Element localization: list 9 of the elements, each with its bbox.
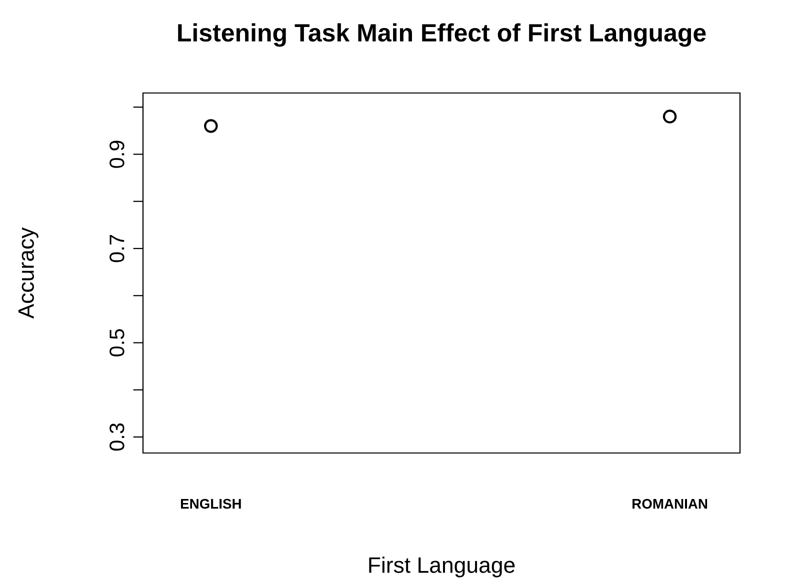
y-tick-label: 0.3 (110, 423, 124, 451)
y-tick-label: 0.9 (110, 140, 124, 168)
x-tick-label: ENGLISH (180, 498, 241, 509)
x-axis-title: First Language (369, 556, 515, 578)
chart-title: Listening Task Main Effect of First Language (178, 23, 706, 47)
y-axis-title: Accuracy (18, 227, 38, 319)
x-tick-label: ROMANIAN (632, 498, 708, 509)
y-tick-label: 0.5 (110, 329, 124, 356)
y-tick-label: 0.7 (110, 235, 124, 262)
